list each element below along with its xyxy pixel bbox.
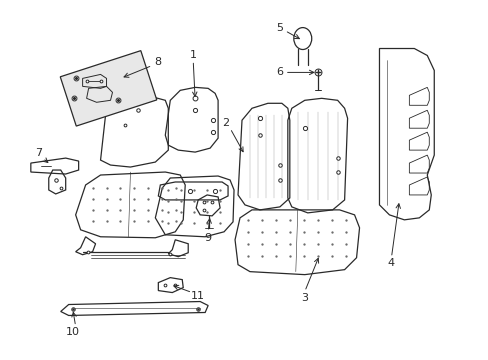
Text: 2: 2 [222, 118, 229, 128]
Text: 1: 1 [189, 50, 196, 60]
Text: 3: 3 [301, 293, 307, 302]
Text: 4: 4 [387, 258, 394, 268]
Text: 5: 5 [276, 23, 283, 33]
Text: 6: 6 [276, 67, 283, 77]
Polygon shape [60, 51, 157, 126]
Text: 9: 9 [204, 233, 211, 243]
Text: 7: 7 [35, 148, 42, 158]
Text: 10: 10 [65, 327, 80, 337]
Text: 11: 11 [191, 291, 205, 301]
Text: 8: 8 [153, 58, 161, 67]
